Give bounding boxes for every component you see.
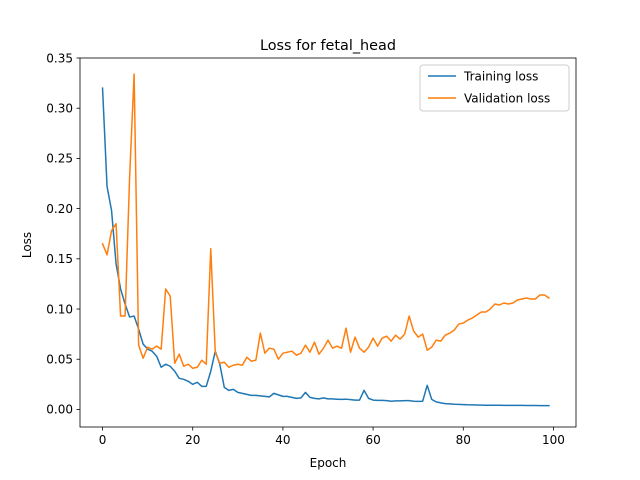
x-tick-label: 0 <box>99 433 107 447</box>
x-tick-label: 100 <box>542 433 565 447</box>
plot-background <box>80 58 576 427</box>
y-tick-label: 0.25 <box>46 152 73 166</box>
y-axis: 0.00 0.05 0.10 0.15 0.20 0.25 0.30 0.35 <box>46 51 80 417</box>
y-tick-label: 0.35 <box>46 51 73 65</box>
x-tick-label: 40 <box>275 433 290 447</box>
legend-box <box>419 64 570 112</box>
plot-area <box>79 57 577 428</box>
y-axis-label: Loss <box>20 232 34 258</box>
plot-frame <box>79 57 577 428</box>
series-line-validation-loss <box>101 73 550 370</box>
y-tick-label: 0.00 <box>46 403 73 417</box>
x-axis-label: Epoch <box>310 456 347 470</box>
y-tick-label: 0.20 <box>46 202 73 216</box>
legend-label: Training loss <box>463 69 538 83</box>
y-tick-label: 0.10 <box>46 302 73 316</box>
legend: Training loss Validation loss <box>419 64 570 112</box>
x-axis: 0 20 40 60 80 100 <box>99 427 565 447</box>
chart-title: Loss for fetal_head <box>260 38 396 54</box>
x-tick-label: 80 <box>456 433 471 447</box>
x-tick-label: 60 <box>365 433 380 447</box>
y-tick-label: 0.15 <box>46 252 73 266</box>
x-tick-label: 20 <box>185 433 200 447</box>
series-line-training-loss <box>101 87 550 407</box>
y-tick-label: 0.05 <box>46 353 73 367</box>
y-tick-label: 0.30 <box>46 102 73 116</box>
legend-label: Validation loss <box>464 91 550 105</box>
series-layer <box>101 73 550 407</box>
